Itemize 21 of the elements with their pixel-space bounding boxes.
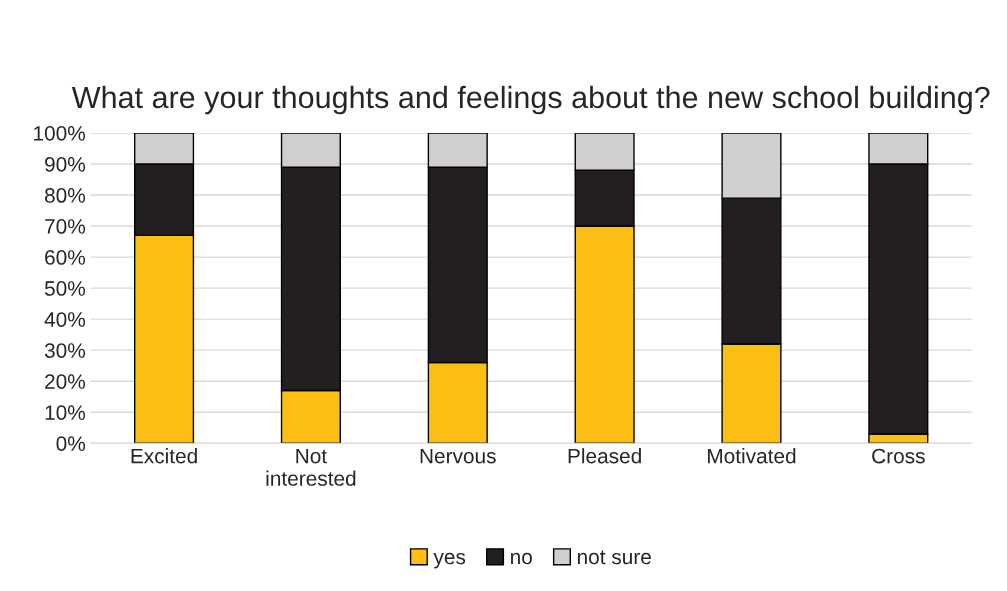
y-tick-label: 30% [44, 343, 86, 358]
y-tick-label: 90% [45, 157, 86, 172]
legend-label: not sure [577, 550, 651, 565]
x-tick-label: Motivated [708, 448, 796, 464]
y-tick-label: 20% [45, 374, 86, 389]
x-tick-label: Pleased [568, 448, 641, 464]
chart-title: What are your thoughts and feelings about the new school building? [71, 85, 990, 115]
x-tick-label: Not interested [266, 448, 356, 486]
y-tick-label: 40% [44, 312, 86, 327]
x-tick-label: Cross [872, 448, 925, 464]
x-tick-label: Nervous [420, 448, 496, 464]
y-tick-label: 60% [45, 250, 86, 265]
y-tick-label: 0% [56, 436, 86, 451]
y-tick-label: 70% [45, 219, 86, 234]
y-tick-label: 10% [45, 405, 86, 420]
y-tick-label: 80% [44, 188, 86, 203]
x-tick-label: Excited [131, 448, 197, 464]
y-tick-label: 50% [44, 281, 86, 296]
y-tick-label: 100% [34, 125, 86, 141]
legend-label: no [511, 552, 532, 565]
legend-label: yes [433, 552, 466, 569]
